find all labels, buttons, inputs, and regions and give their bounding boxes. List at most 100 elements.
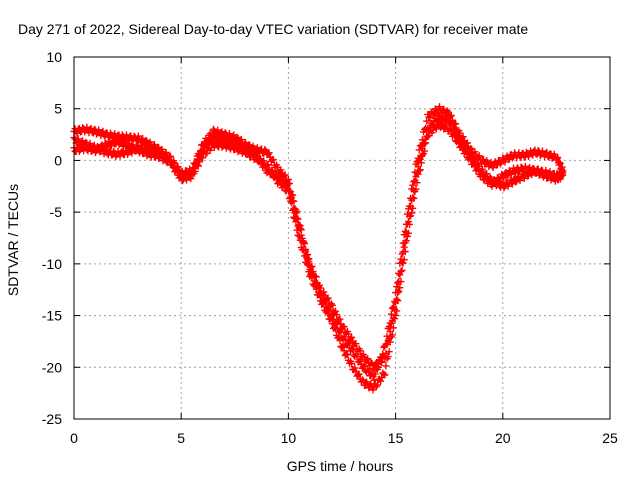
data-point xyxy=(385,348,393,356)
data-point xyxy=(332,325,340,333)
data-point xyxy=(213,138,221,146)
data-point xyxy=(359,350,367,358)
data-point xyxy=(319,299,327,307)
data-point xyxy=(126,140,134,148)
data-point xyxy=(414,170,422,178)
data-point xyxy=(142,142,150,150)
data-points xyxy=(70,103,567,394)
data-point xyxy=(415,167,423,175)
data-point xyxy=(195,158,203,166)
data-point xyxy=(493,161,501,169)
y-tick-label: -5 xyxy=(50,204,63,220)
data-point xyxy=(430,109,438,117)
data-point xyxy=(115,141,123,149)
data-point xyxy=(386,338,394,346)
data-point xyxy=(191,167,199,175)
data-point xyxy=(269,156,277,164)
data-point xyxy=(505,155,513,163)
data-point xyxy=(397,255,405,263)
data-point xyxy=(344,339,352,347)
data-point xyxy=(169,159,177,167)
data-point xyxy=(154,145,162,153)
data-point xyxy=(276,177,284,185)
data-point xyxy=(294,231,302,239)
data-point xyxy=(355,370,363,378)
data-point xyxy=(443,114,451,122)
plot-frame xyxy=(73,56,611,420)
data-point xyxy=(308,262,316,270)
data-point xyxy=(415,146,423,154)
data-point xyxy=(268,168,276,176)
data-point xyxy=(454,135,462,143)
data-point xyxy=(299,246,307,254)
data-point xyxy=(467,155,475,163)
data-point xyxy=(265,149,273,157)
x-tick-label: 20 xyxy=(495,430,511,446)
data-point xyxy=(416,166,424,174)
data-point xyxy=(348,333,356,341)
x-tick-label: 15 xyxy=(388,430,404,446)
data-point xyxy=(377,377,385,385)
data-point xyxy=(330,323,338,331)
data-point xyxy=(396,284,404,292)
data-point xyxy=(343,351,351,359)
data-point xyxy=(284,186,292,194)
data-point xyxy=(394,279,402,287)
data-point xyxy=(412,185,420,193)
data-point xyxy=(351,364,359,372)
data-point xyxy=(373,363,381,371)
data-point xyxy=(116,152,124,160)
data-point xyxy=(400,256,408,264)
data-point xyxy=(312,285,320,293)
data-point xyxy=(378,358,386,366)
data-point xyxy=(324,294,332,302)
data-point xyxy=(522,148,530,156)
data-point xyxy=(248,149,256,157)
data-point xyxy=(352,340,360,348)
data-point xyxy=(289,206,297,214)
data-point xyxy=(512,169,520,177)
y-tick-label: -20 xyxy=(42,359,62,375)
data-point xyxy=(288,199,296,207)
data-point xyxy=(387,310,395,318)
data-point xyxy=(413,179,421,187)
data-point xyxy=(336,315,344,323)
data-point xyxy=(393,283,401,291)
data-point xyxy=(480,155,488,163)
data-point xyxy=(496,177,504,185)
data-point xyxy=(369,386,377,394)
data-point xyxy=(399,259,407,267)
x-axis-ticks: 0 5 10 15 20 25 xyxy=(70,57,618,446)
grid-lines xyxy=(74,57,610,419)
data-point xyxy=(373,381,381,389)
data-point xyxy=(323,295,331,303)
data-point xyxy=(290,205,298,213)
data-point xyxy=(404,229,412,237)
data-point xyxy=(320,288,328,296)
data-point xyxy=(284,180,292,188)
data-point xyxy=(447,119,455,127)
data-point xyxy=(543,148,551,156)
data-point xyxy=(332,307,340,315)
data-point xyxy=(377,358,385,366)
data-point xyxy=(320,300,328,308)
data-point xyxy=(311,281,319,289)
data-point xyxy=(173,166,181,174)
data-point xyxy=(417,159,425,167)
y-tick-label: 10 xyxy=(46,49,62,65)
data-point xyxy=(358,376,366,384)
data-point xyxy=(296,225,304,233)
data-point xyxy=(434,111,442,119)
data-point xyxy=(229,141,237,149)
data-point xyxy=(339,342,347,350)
y-axis-ticks: 10 5 0 -5 -10 -15 -20 -25 xyxy=(42,49,610,427)
data-point xyxy=(356,347,364,355)
data-point xyxy=(99,144,107,152)
data-point xyxy=(368,369,376,377)
data-point xyxy=(388,331,396,339)
data-point xyxy=(304,251,312,259)
data-point xyxy=(398,266,406,274)
data-point xyxy=(402,237,410,245)
data-point xyxy=(371,370,379,378)
